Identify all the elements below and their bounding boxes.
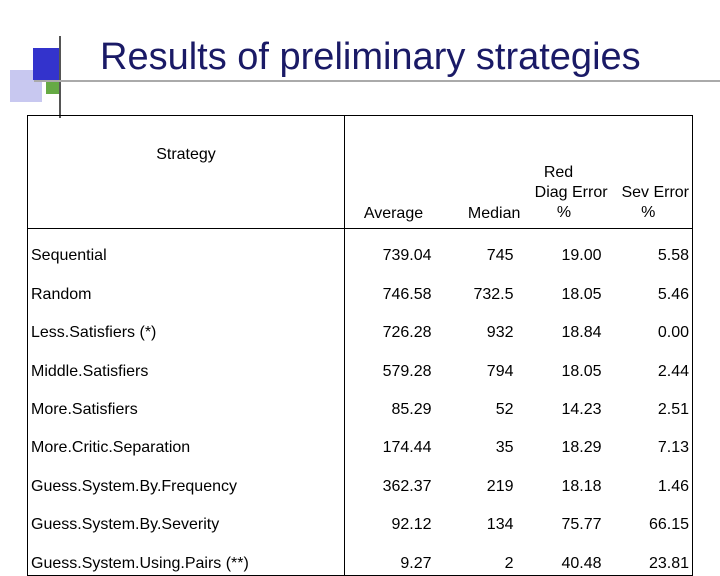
header-red: Red <box>543 164 574 181</box>
diag-error-cell: 18.05 <box>561 362 602 380</box>
header-measures: Red Average Median Diag Error % Sev Erro… <box>344 115 693 229</box>
strategy-cell: Middle.Satisfiers <box>27 344 345 383</box>
decorative-square-green <box>46 80 60 94</box>
table-row: More.Critic.Separation 174.44 35 18.29 7.13 <box>27 420 693 460</box>
strategy-cell: Guess.System.By.Severity <box>27 497 345 537</box>
median-cell: 134 <box>486 516 514 534</box>
table-header-row: Strategy Red Average Median Diag Error %… <box>27 115 693 229</box>
sev-error-cell: 0.00 <box>657 324 689 342</box>
header-diag-error-label: Diag Error <box>534 184 608 201</box>
strategy-cell: Guess.System.Using.Pairs (**) <box>27 536 345 576</box>
average-cell: 726.28 <box>382 324 432 342</box>
average-cell: 174.44 <box>382 439 432 457</box>
sev-error-cell: 1.46 <box>657 477 689 495</box>
strategy-cell: More.Satisfiers <box>27 382 345 421</box>
median-cell: 219 <box>486 477 514 495</box>
median-cell: 35 <box>495 439 514 457</box>
strategy-cell: Sequential <box>27 228 345 268</box>
average-cell: 739.04 <box>382 247 432 265</box>
diag-error-cell: 75.77 <box>561 516 602 534</box>
header-average: Average <box>363 205 424 222</box>
header-subcolumns: Average Median Diag Error % Sev Error % <box>348 183 689 223</box>
table-row: Guess.System.By.Severity 92.12 134 75.77 66.… <box>27 497 693 537</box>
strategy-cell: Guess.System.By.Frequency <box>27 459 345 498</box>
sev-error-cell: 2.44 <box>657 362 689 380</box>
diag-error-cell: 40.48 <box>561 554 602 572</box>
slide-title: Results of preliminary strategies <box>100 36 641 78</box>
sev-error-cell: 23.81 <box>648 554 689 572</box>
strategy-cell: Less.Satisfiers (*) <box>27 305 345 345</box>
sev-error-cell: 7.13 <box>657 439 689 457</box>
table-row: Random 746.58 732.5 18.05 5.46 <box>27 267 693 306</box>
sev-error-cell: 66.15 <box>648 516 689 534</box>
table-body: Sequential 739.04 745 19.00 5.58 Random 746.58… <box>27 228 693 576</box>
average-cell: 746.58 <box>382 285 432 303</box>
strategy-cell: Random <box>27 267 345 306</box>
strategy-cell: More.Critic.Separation <box>27 420 345 460</box>
median-cell: 52 <box>495 400 514 418</box>
median-cell: 932 <box>486 324 514 342</box>
average-cell: 579.28 <box>382 362 432 380</box>
table-row: Guess.System.Using.Pairs (**) 9.27 2 40.48 2… <box>27 536 693 576</box>
diag-error-cell: 19.00 <box>561 247 602 265</box>
table-row: Sequential 739.04 745 19.00 5.58 <box>27 228 693 268</box>
median-cell: 794 <box>486 362 514 380</box>
decorative-square-blue <box>33 48 61 80</box>
header-strategy: Strategy <box>27 115 345 229</box>
header-diag-error: Diag Error % <box>520 183 608 223</box>
diag-error-cell: 18.84 <box>561 324 602 342</box>
median-cell: 745 <box>486 247 514 265</box>
header-sev-error-unit: % <box>641 204 656 221</box>
table-row: More.Satisfiers 85.29 52 14.23 2.51 <box>27 382 693 421</box>
diag-error-cell: 18.05 <box>561 285 602 303</box>
average-cell: 85.29 <box>391 400 432 418</box>
title-underline <box>34 80 720 82</box>
average-cell: 362.37 <box>382 477 432 495</box>
average-cell: 9.27 <box>400 554 432 572</box>
header-diag-error-unit: % <box>556 204 572 221</box>
table-row: Guess.System.By.Frequency 362.37 219 18.18 1… <box>27 459 693 498</box>
sev-error-cell: 2.51 <box>657 400 689 418</box>
median-cell: 2 <box>504 554 514 572</box>
header-median: Median <box>467 205 521 222</box>
table-row: Less.Satisfiers (*) 726.28 932 18.84 0.00 <box>27 305 693 345</box>
header-sev-error: Sev Error % <box>608 183 689 223</box>
sev-error-cell: 5.58 <box>657 247 689 265</box>
diag-error-cell: 18.18 <box>561 477 602 495</box>
results-table: Strategy Red Average Median Diag Error %… <box>27 115 693 576</box>
diag-error-cell: 18.29 <box>561 439 602 457</box>
decorative-vertical-line <box>59 36 61 118</box>
average-cell: 92.12 <box>391 516 432 534</box>
table-row: Middle.Satisfiers 579.28 794 18.05 2.44 <box>27 344 693 383</box>
median-cell: 732.5 <box>473 285 514 303</box>
diag-error-cell: 14.23 <box>561 400 602 418</box>
sev-error-cell: 5.46 <box>657 285 689 303</box>
header-sev-error-label: Sev Error <box>621 184 690 201</box>
